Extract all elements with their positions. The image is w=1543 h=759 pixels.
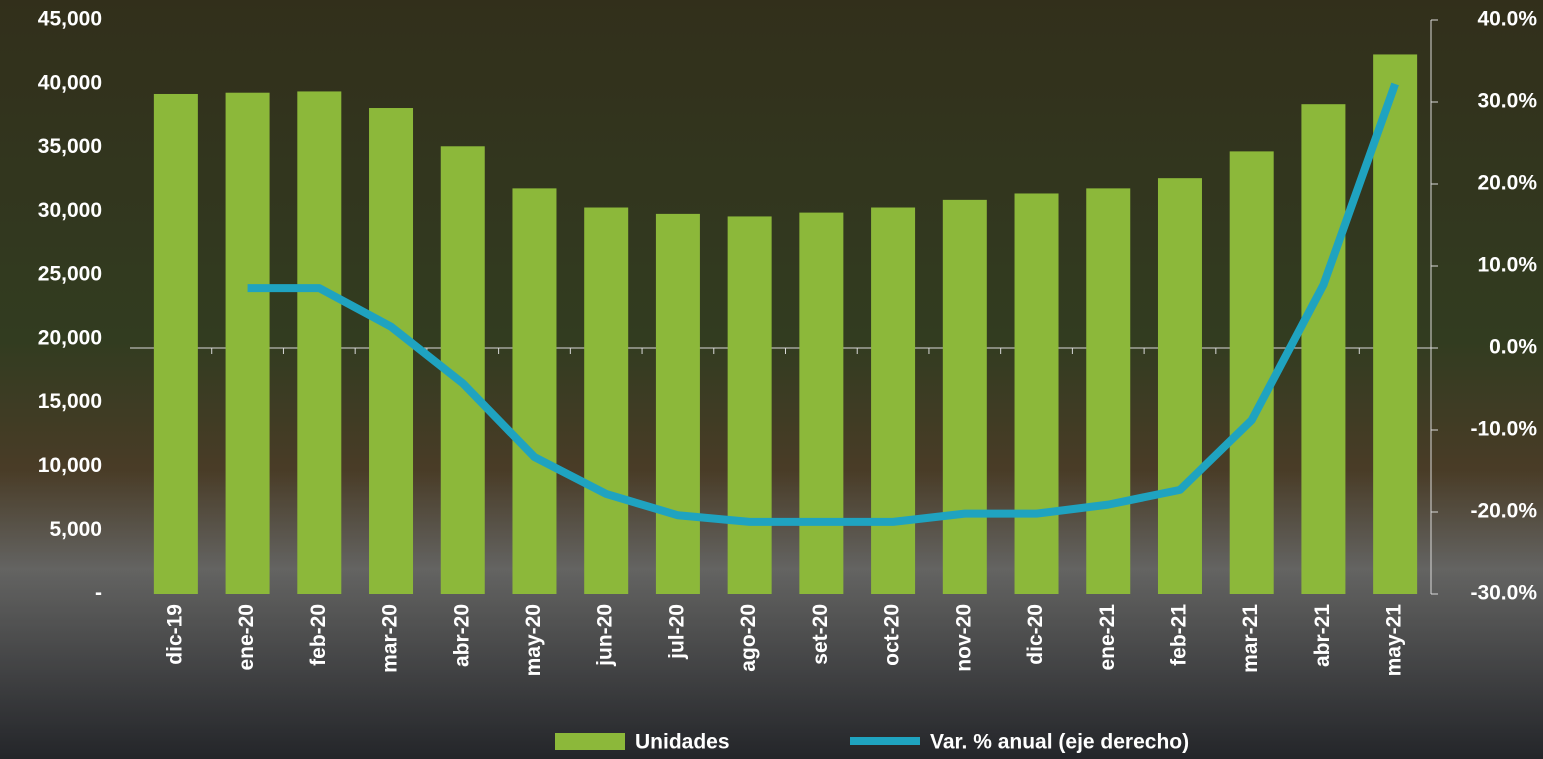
x-tick-label: mar-21 (1239, 604, 1262, 673)
bar (512, 188, 557, 594)
y-tick-label: 10,000 (38, 454, 102, 477)
x-tick-label: abr-21 (1311, 604, 1334, 667)
y-tick-label: 15,000 (38, 390, 102, 413)
y-tick-label: 45,000 (38, 8, 102, 31)
bar (655, 213, 700, 594)
bar (727, 216, 772, 595)
x-tick-label: nov-20 (952, 604, 975, 672)
y2-tick-label: -20.0% (1470, 500, 1537, 523)
x-tick-label: jun-20 (594, 604, 617, 667)
x-tick-label: jul-20 (665, 604, 688, 660)
legend-swatch (555, 733, 625, 750)
y-tick-label: 20,000 (38, 326, 102, 349)
x-tick-label: set-20 (809, 604, 832, 665)
y2-tick-label: -10.0% (1470, 418, 1537, 441)
x-tick-label: feb-20 (307, 604, 330, 666)
bar (153, 93, 198, 594)
x-tick-label: feb-21 (1168, 604, 1191, 666)
x-tick-label: oct-20 (881, 604, 904, 666)
legend-label: Var. % anual (eje derecho) (930, 731, 1189, 754)
y-tick-label: 5,000 (49, 518, 102, 541)
bar (584, 207, 629, 595)
x-tick-label: ene-21 (1096, 604, 1119, 671)
bar (1229, 151, 1274, 595)
x-tick-label: mar-20 (379, 604, 402, 673)
x-tick-label: may-20 (522, 604, 545, 676)
y-tick-label: 25,000 (38, 263, 102, 286)
y2-tick-label: 40.0% (1477, 8, 1537, 31)
x-tick-label: ene-20 (235, 604, 258, 671)
y2-tick-label: 10.0% (1477, 254, 1537, 277)
y-tick-label: 40,000 (38, 71, 102, 94)
x-tick-label: dic-19 (163, 604, 186, 665)
line (247, 82, 1399, 526)
x-tick-label: dic-20 (1024, 604, 1047, 665)
bar (297, 91, 342, 594)
bar (225, 92, 270, 594)
x-tick-label: ago-20 (737, 604, 760, 672)
bar (1373, 54, 1418, 594)
x-tick-label: abr-20 (450, 604, 473, 667)
x-tick-label: may-21 (1383, 604, 1406, 677)
y2-tick-label: 20.0% (1477, 172, 1537, 195)
legend-label: Unidades (635, 731, 730, 754)
bar (1014, 193, 1059, 594)
bar (1086, 188, 1131, 594)
y2-tick-label: 0.0% (1489, 336, 1537, 359)
y-tick-label: - (95, 582, 102, 605)
y-tick-label: 35,000 (38, 135, 102, 158)
bar (799, 212, 844, 594)
y2-tick-label: 30.0% (1477, 90, 1537, 113)
bar (1157, 178, 1202, 594)
y2-tick-label: -30.0% (1470, 582, 1537, 605)
bar (1301, 104, 1346, 594)
bar (369, 108, 414, 594)
bar (942, 199, 987, 594)
bar (871, 207, 916, 595)
y-tick-label: 30,000 (38, 199, 102, 222)
